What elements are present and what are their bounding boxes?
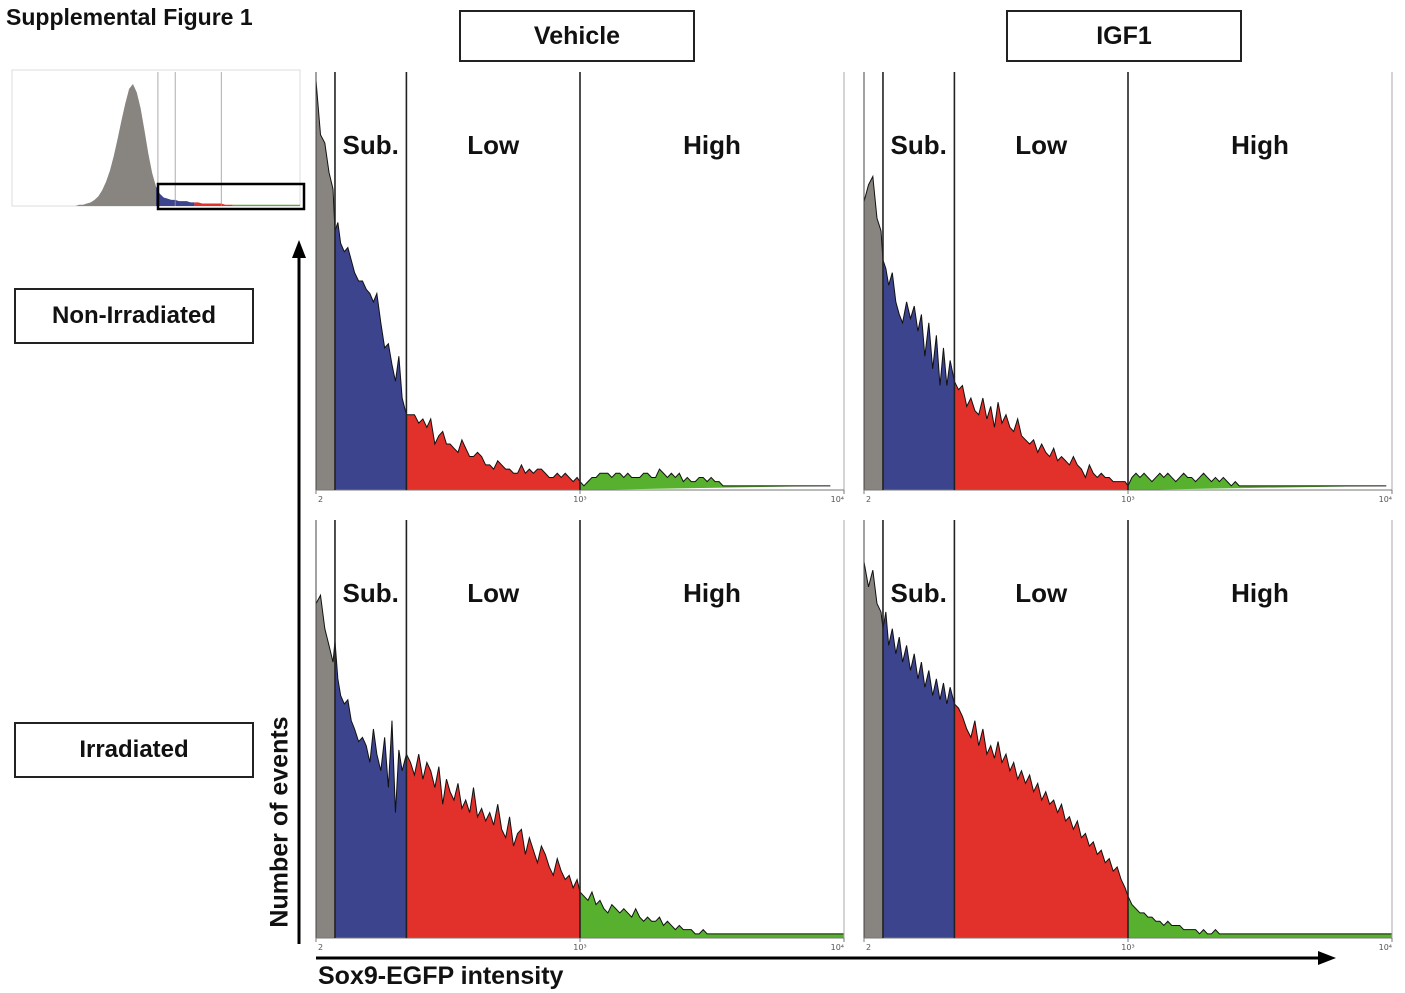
x-axis-label: Sox9-EGFP intensity [318, 962, 564, 990]
low-gate-area [406, 754, 580, 938]
inset-overview-histogram [11, 69, 306, 211]
x-tick-label: 10⁴ [831, 495, 844, 504]
high-gate-area [580, 469, 831, 490]
x-tick-label: 10³ [573, 495, 586, 504]
low-gate-area [954, 381, 1128, 490]
gate-label-sub: Sub. [891, 578, 947, 608]
below-gate-area [316, 595, 335, 938]
inset-high-area [232, 204, 300, 206]
gate-label-low: Low [1015, 578, 1068, 608]
sub-gate-area [334, 641, 407, 938]
row-header-irradiated: Irradiated [14, 722, 254, 778]
sub-gate-area [882, 260, 955, 490]
gate-label-low: Low [467, 578, 520, 608]
high-gate-area [580, 892, 844, 938]
column-header-igf1: IGF1 [1006, 10, 1242, 62]
x-tick-label: 2 [318, 495, 323, 504]
high-gate-area [1128, 896, 1392, 938]
x-tick-label: 10³ [1121, 943, 1134, 952]
inset-low-area [194, 202, 233, 206]
below-gate-area [864, 176, 883, 490]
inset-sub-area [156, 186, 195, 206]
x-tick-label: 10³ [1121, 495, 1134, 504]
gate-label-low: Low [467, 130, 520, 160]
histogram-outline [315, 80, 831, 487]
inset-frame [11, 69, 301, 207]
below-gate-area [316, 80, 335, 491]
inset-zoom-box [156, 182, 306, 211]
gate-label-sub: Sub. [891, 130, 947, 160]
x-tick-label: 2 [318, 943, 323, 952]
panel-vehicle-irradiated: Sub. Low High 2 10³ 10⁴ [315, 520, 845, 952]
inset-gray-area [21, 84, 156, 206]
y-axis-arrowhead [292, 240, 306, 258]
histogram-outline [863, 561, 1392, 935]
histogram-outline [315, 593, 844, 935]
x-tick-label: 10³ [573, 943, 586, 952]
gate-label-high: High [683, 130, 741, 160]
x-axis-arrowhead [1318, 951, 1336, 965]
x-tick-label: 10⁴ [1379, 495, 1392, 504]
gate-label-low: Low [1015, 130, 1068, 160]
high-gate-area [1128, 473, 1387, 490]
panel-igf1-non-irradiated: Sub. Low High 2 10³ 10⁴ [863, 72, 1393, 504]
below-gate-area [864, 561, 883, 938]
histogram-outline [863, 174, 1387, 487]
panel-vehicle-non-irradiated: Sub. Low High 2 10³ 10⁴ [315, 72, 845, 504]
figure-title: Supplemental Figure 1 [6, 4, 253, 30]
low-gate-area [954, 703, 1128, 938]
row-header-non-irradiated: Non-Irradiated [14, 288, 254, 344]
x-tick-label: 10⁴ [1379, 943, 1392, 952]
x-tick-label: 10⁴ [831, 943, 844, 952]
x-tick-label: 2 [866, 943, 871, 952]
panel-igf1-irradiated: Sub. Low High 2 10³ 10⁴ [863, 520, 1393, 952]
gate-label-high: High [1231, 130, 1289, 160]
gate-label-sub: Sub. [343, 578, 399, 608]
low-gate-area [406, 414, 580, 490]
sub-gate-area [334, 222, 407, 491]
column-header-vehicle: Vehicle [459, 10, 695, 62]
sub-gate-area [882, 611, 955, 938]
gate-label-high: High [683, 578, 741, 608]
gate-label-sub: Sub. [343, 130, 399, 160]
gate-label-high: High [1231, 578, 1289, 608]
x-tick-label: 2 [866, 495, 871, 504]
